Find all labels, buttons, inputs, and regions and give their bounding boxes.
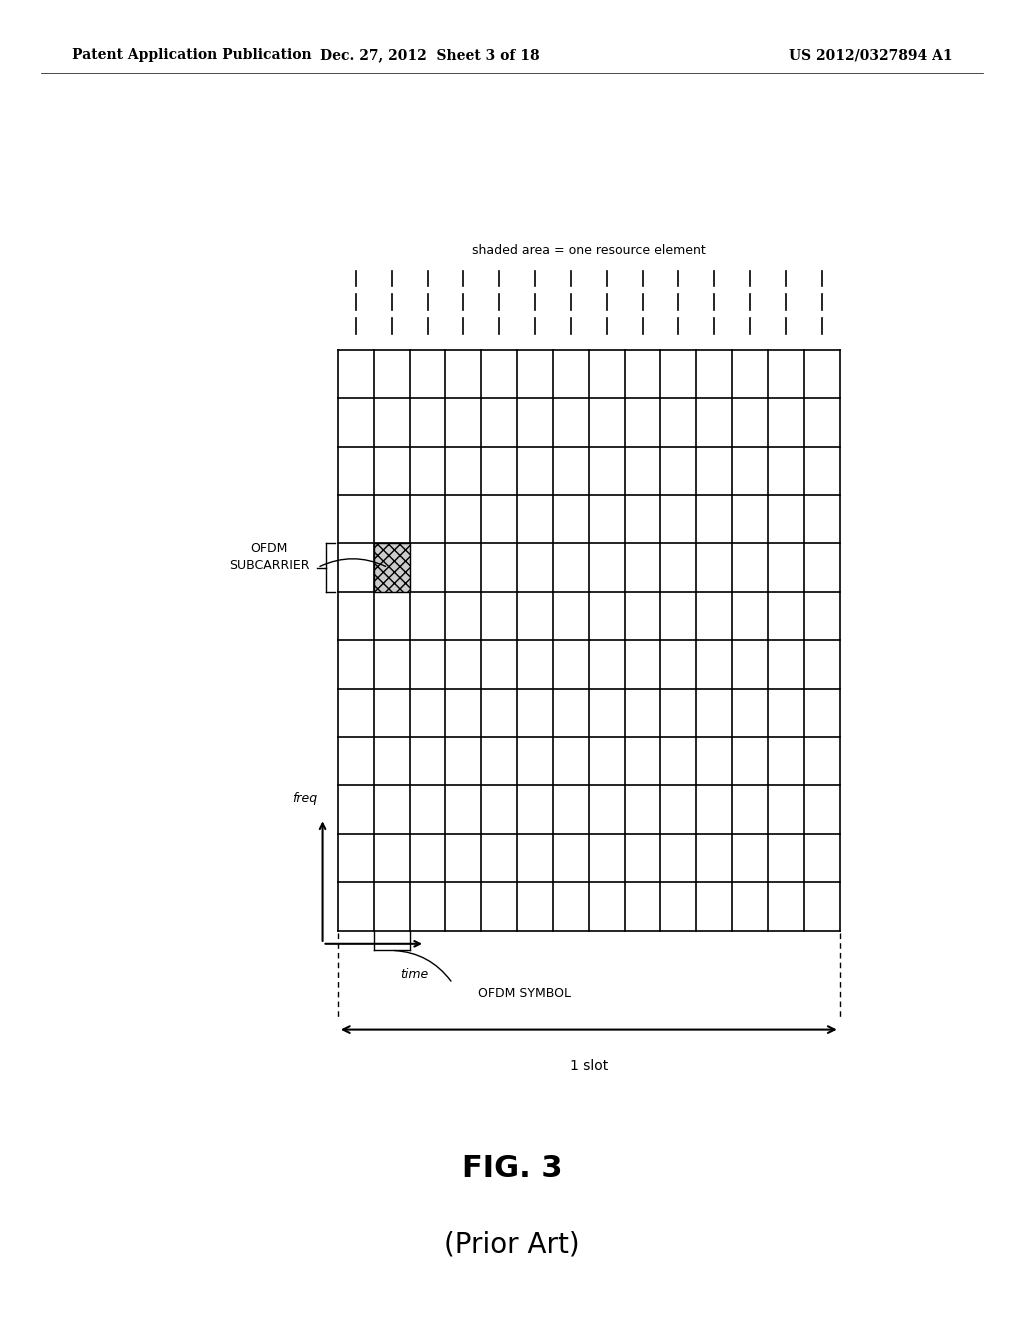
Text: 1 slot: 1 slot: [569, 1059, 608, 1073]
Text: Patent Application Publication: Patent Application Publication: [72, 49, 311, 62]
Text: freq: freq: [292, 792, 317, 805]
Text: (Prior Art): (Prior Art): [444, 1230, 580, 1259]
Bar: [374, 544, 410, 591]
Text: shaded area = one resource element: shaded area = one resource element: [472, 244, 706, 257]
Text: time: time: [400, 968, 429, 981]
Text: FIG. 3: FIG. 3: [462, 1154, 562, 1183]
Text: Dec. 27, 2012  Sheet 3 of 18: Dec. 27, 2012 Sheet 3 of 18: [321, 49, 540, 62]
Text: OFDM
SUBCARRIER: OFDM SUBCARRIER: [229, 543, 309, 572]
Text: OFDM SYMBOL: OFDM SYMBOL: [478, 987, 571, 1001]
Text: US 2012/0327894 A1: US 2012/0327894 A1: [788, 49, 952, 62]
